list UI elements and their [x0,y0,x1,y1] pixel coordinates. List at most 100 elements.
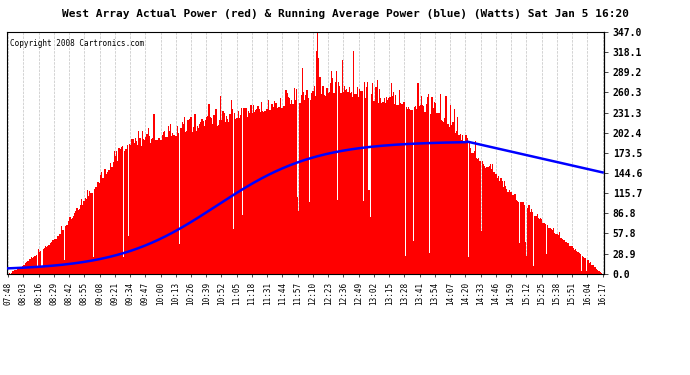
Bar [477,159,478,274]
Bar [302,68,303,274]
Bar [350,93,351,274]
Bar [449,128,450,274]
Bar [569,246,571,274]
Bar [379,89,380,274]
Bar [580,254,581,274]
Bar [503,187,504,274]
Bar [388,98,389,274]
Bar [346,89,347,274]
Bar [244,108,246,274]
Bar [127,145,128,274]
Bar [596,269,598,274]
Bar [38,249,39,274]
Bar [253,105,254,274]
Bar [304,100,305,274]
Bar [266,109,267,274]
Bar [296,89,297,274]
Bar [62,230,63,274]
Bar [482,161,483,274]
Bar [336,71,337,274]
Bar [532,212,533,274]
Bar [357,87,358,274]
Bar [101,172,102,274]
Bar [135,138,136,274]
Bar [157,140,158,274]
Bar [556,234,558,274]
Bar [37,268,38,274]
Bar [453,109,455,274]
Bar [185,132,186,274]
Bar [47,246,48,274]
Bar [493,172,495,274]
Bar [23,265,24,274]
Bar [573,248,574,274]
Bar [281,108,282,274]
Bar [458,135,460,274]
Bar [567,243,568,274]
Bar [401,104,402,274]
Bar [526,255,527,274]
Bar [217,126,218,274]
Bar [146,134,148,274]
Bar [55,239,57,274]
Bar [104,169,106,274]
Bar [116,151,117,274]
Bar [181,122,183,274]
Bar [402,104,404,274]
Bar [289,98,290,274]
Bar [12,272,13,274]
Bar [512,195,513,274]
Bar [170,124,171,274]
Bar [248,111,249,274]
Bar [139,138,141,274]
Bar [386,98,387,274]
Bar [366,87,367,274]
Bar [79,209,80,274]
Bar [180,128,181,274]
Bar [132,139,134,274]
Bar [601,273,602,274]
Bar [332,78,333,274]
Bar [204,126,205,274]
Bar [384,98,385,274]
Bar [492,164,493,274]
Bar [558,235,559,274]
Bar [86,199,87,274]
Bar [24,264,25,274]
Bar [455,134,456,274]
Bar [250,105,252,274]
Bar [460,134,461,274]
Bar [150,143,151,274]
Bar [470,148,471,274]
Bar [31,257,32,274]
Bar [309,202,310,274]
Bar [191,117,192,274]
Bar [520,202,522,274]
Bar [316,51,317,274]
Bar [92,257,94,274]
Bar [489,165,490,274]
Bar [273,107,274,274]
Bar [190,117,191,274]
Bar [374,102,375,274]
Bar [46,248,47,274]
Bar [88,196,89,274]
Bar [299,102,301,274]
Bar [270,110,271,274]
Bar [152,138,153,274]
Bar [94,189,95,274]
Bar [415,106,416,274]
Bar [387,100,388,274]
Bar [151,139,152,274]
Bar [417,83,419,274]
Bar [317,32,318,274]
Bar [99,183,100,274]
Bar [207,116,208,274]
Bar [264,111,266,274]
Bar [97,182,99,274]
Bar [224,113,225,274]
Bar [192,132,193,274]
Bar [419,106,420,274]
Bar [486,167,488,274]
Bar [149,136,150,274]
